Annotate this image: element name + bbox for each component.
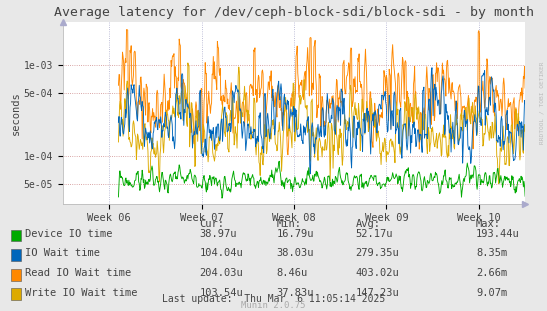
Text: 193.44u: 193.44u bbox=[476, 229, 520, 239]
Text: 9.07m: 9.07m bbox=[476, 288, 507, 298]
Text: 403.02u: 403.02u bbox=[356, 268, 399, 278]
Text: 38.03u: 38.03u bbox=[276, 248, 314, 258]
Text: 8.46u: 8.46u bbox=[276, 268, 307, 278]
Title: Average latency for /dev/ceph-block-sdi/block-sdi - by month: Average latency for /dev/ceph-block-sdi/… bbox=[54, 6, 534, 19]
Text: 104.04u: 104.04u bbox=[200, 248, 243, 258]
Text: 52.17u: 52.17u bbox=[356, 229, 393, 239]
Y-axis label: seconds: seconds bbox=[11, 91, 21, 135]
Text: Munin 2.0.75: Munin 2.0.75 bbox=[241, 301, 306, 310]
Text: 147.23u: 147.23u bbox=[356, 288, 399, 298]
Text: Avg:: Avg: bbox=[356, 219, 381, 229]
Text: 279.35u: 279.35u bbox=[356, 248, 399, 258]
Text: 8.35m: 8.35m bbox=[476, 248, 507, 258]
Text: Min:: Min: bbox=[276, 219, 301, 229]
Text: Max:: Max: bbox=[476, 219, 501, 229]
Text: Write IO Wait time: Write IO Wait time bbox=[25, 288, 138, 298]
Text: RRDTOOL / TOBI OETIKER: RRDTOOL / TOBI OETIKER bbox=[539, 61, 544, 144]
Text: 16.79u: 16.79u bbox=[276, 229, 314, 239]
Text: Last update:  Thu Mar  6 11:05:14 2025: Last update: Thu Mar 6 11:05:14 2025 bbox=[162, 294, 385, 304]
Text: Read IO Wait time: Read IO Wait time bbox=[25, 268, 131, 278]
Text: 204.03u: 204.03u bbox=[200, 268, 243, 278]
Text: Device IO time: Device IO time bbox=[25, 229, 113, 239]
Text: 2.66m: 2.66m bbox=[476, 268, 507, 278]
Text: 103.54u: 103.54u bbox=[200, 288, 243, 298]
Text: IO Wait time: IO Wait time bbox=[25, 248, 100, 258]
Text: Cur:: Cur: bbox=[200, 219, 225, 229]
Text: 37.83u: 37.83u bbox=[276, 288, 314, 298]
Text: 38.97u: 38.97u bbox=[200, 229, 237, 239]
